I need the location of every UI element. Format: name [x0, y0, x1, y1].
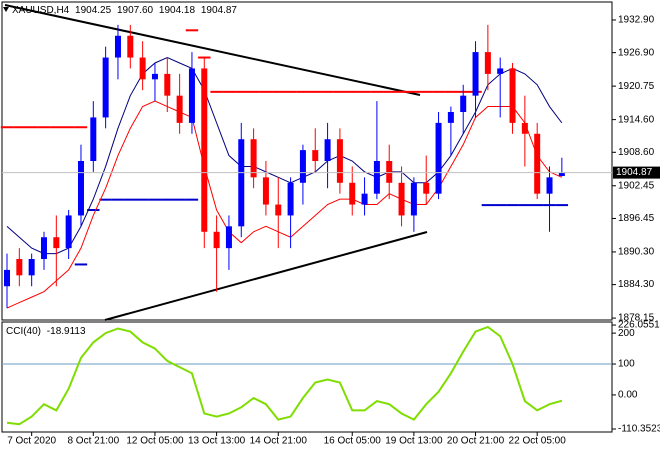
candle-body [398, 182, 405, 216]
candle-body [497, 68, 504, 74]
candle-body [386, 161, 393, 183]
candle-body [336, 139, 343, 183]
main-frame [1, 1, 613, 321]
header-low: 1904.18 [159, 5, 196, 16]
cci-frame [1, 321, 613, 433]
candle-body [349, 182, 356, 205]
y-tick-label: 1920.75 [618, 81, 655, 92]
y-tick-label: 1932.90 [618, 15, 655, 26]
candle-body [127, 35, 134, 58]
y-tick-label: 226.0551 [618, 320, 660, 331]
x-tick-label: 20 Oct 21:00 [447, 436, 505, 447]
header-close: 1904.87 [201, 5, 238, 16]
candle-body [238, 139, 245, 227]
candle-body [361, 193, 368, 205]
x-tick-label: 12 Oct 05:00 [126, 436, 184, 447]
cci-value: -18.9113 [47, 326, 86, 337]
y-tick-label: 1908.60 [618, 147, 655, 158]
x-tick-label: 16 Oct 05:00 [324, 436, 382, 447]
candle-body [299, 150, 306, 183]
candle-body [373, 161, 380, 194]
y-tick-label: 1926.90 [618, 47, 655, 58]
candle-body [447, 111, 454, 123]
candle-body [262, 177, 269, 205]
candle-body [16, 259, 23, 276]
candle-body [275, 204, 282, 216]
candle-body [201, 68, 208, 232]
candle-body [250, 139, 257, 178]
candle-body [324, 139, 331, 161]
candle-body [546, 177, 553, 194]
candle-body [139, 57, 146, 80]
header-high: 1907.60 [117, 5, 154, 16]
y-tick-label: 1902.45 [618, 180, 655, 191]
cci-line [6, 325, 563, 426]
indicator-line [6, 56, 563, 255]
candle-body [287, 182, 294, 216]
cci-header: CCI(40) -18.9113 [6, 326, 86, 337]
candle-body [484, 52, 491, 74]
y-tick-label: 1884.30 [618, 279, 655, 290]
candle-body [114, 35, 121, 58]
y-tick-label: 0.00 [618, 390, 638, 401]
candle-body [509, 68, 516, 123]
y-tick-label: 1878.15 [618, 313, 655, 324]
y-tick-label: -110.3523 [618, 424, 660, 435]
candle-body [213, 231, 220, 249]
candle-body [102, 57, 109, 118]
candle-body [472, 52, 479, 96]
symbol: XAUUSD,H4 [12, 5, 70, 16]
x-tick-label: 8 Oct 21:00 [67, 436, 119, 447]
candle-body [4, 269, 10, 287]
price-tag [613, 166, 660, 179]
dropdown-icon [3, 7, 9, 12]
candle-body [40, 237, 47, 260]
candle-body [558, 172, 565, 176]
trendline [4, 4, 421, 96]
candle-body [225, 226, 232, 249]
candle-body [435, 122, 442, 194]
y-tick-label: 100 [618, 359, 635, 370]
cci-title: CCI(40) [6, 326, 41, 337]
candle-body [460, 95, 467, 112]
candle-body [151, 73, 158, 80]
header-open: 1904.25 [75, 5, 112, 16]
chart-header: XAUUSD,H4 1904.25 1907.60 1904.18 1904.8… [12, 5, 237, 16]
x-tick-label: 22 Oct 05:00 [509, 436, 567, 447]
trendline [104, 231, 428, 321]
y-tick-label: 1896.45 [618, 213, 655, 224]
x-tick-label: 13 Oct 13:00 [188, 436, 246, 447]
candle-body [90, 117, 97, 161]
y-tick-label: 1890.30 [618, 247, 655, 258]
y-tick-label: 200 [618, 328, 635, 339]
candle-body [188, 68, 195, 123]
candle-body [53, 237, 60, 249]
x-tick-label: 7 Oct 2020 [7, 436, 56, 447]
candle-body [28, 259, 35, 276]
candle-body [77, 161, 84, 216]
indicator-line [6, 100, 563, 309]
candle-body [410, 182, 417, 216]
candle-body [176, 95, 183, 123]
price-tag-label: 1904.87 [616, 167, 653, 178]
x-tick-label: 14 Oct 21:00 [250, 436, 308, 447]
y-tick-label: 1914.60 [618, 114, 655, 125]
candle-body [312, 150, 319, 161]
x-tick-label: 19 Oct 13:00 [385, 436, 443, 447]
candle-body [521, 122, 528, 134]
candle-body [423, 182, 430, 194]
candle-body [65, 215, 72, 249]
candle-body [164, 73, 171, 96]
candle-body [534, 133, 541, 194]
